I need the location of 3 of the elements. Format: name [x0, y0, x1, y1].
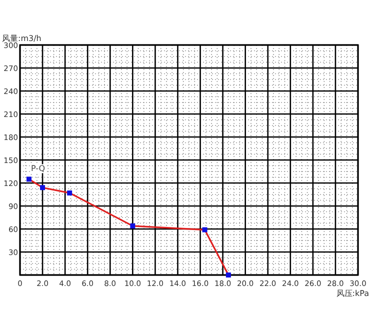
- y-axis-title: 风量:m3/h: [2, 34, 42, 43]
- x-axis-title: 风压:kPa: [336, 289, 370, 298]
- annotation: P-Q: [30, 164, 46, 174]
